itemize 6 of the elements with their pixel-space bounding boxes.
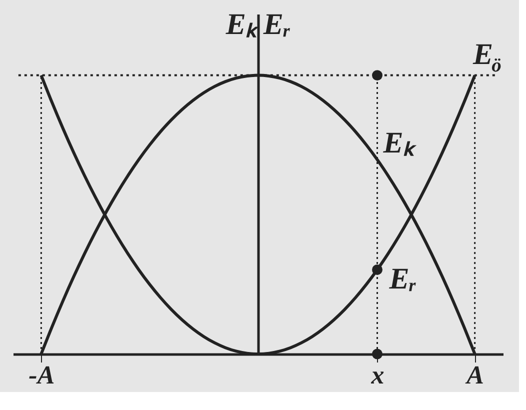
x-tick-label: A [464,360,484,390]
series-label: Eᵣ [388,262,416,296]
series-label: Eₖ [382,126,418,160]
y-axis-title: Eₖ Eᵣ [224,8,290,41]
x-tick-label: x [370,360,384,390]
x-tick-label: -A [28,360,55,390]
